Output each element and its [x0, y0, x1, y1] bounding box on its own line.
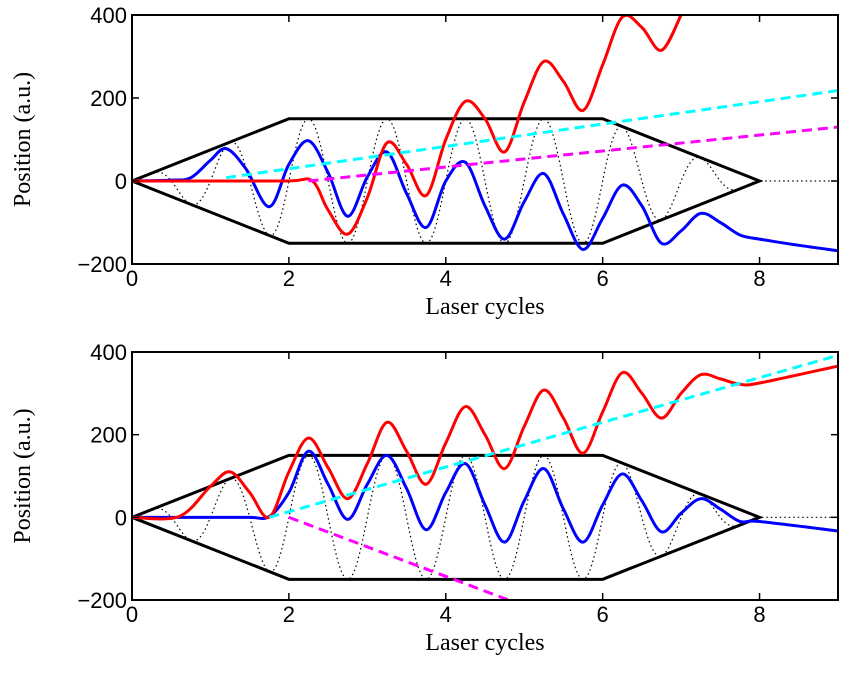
x-tick-label: 4 [440, 602, 452, 627]
x-axis-label: Laser cycles [425, 630, 544, 656]
y-axis-label: Position (a.u.) [10, 72, 36, 207]
series-2-line [268, 353, 838, 519]
pulse-envelope [132, 117, 764, 245]
series-2-line [225, 89, 838, 180]
series-0-line [132, 139, 838, 253]
x-tick-label: 8 [753, 602, 765, 627]
axes-frame [131, 14, 839, 265]
plot-area [132, 15, 838, 253]
series-3-line [288, 515, 510, 600]
y-tick-label: 0 [115, 505, 127, 530]
x-tick-label: 0 [126, 266, 138, 291]
y-tick-label: 400 [90, 3, 127, 28]
x-tick-label: 2 [283, 602, 295, 627]
x-tick-label: 8 [753, 266, 765, 291]
series-1-line [132, 364, 838, 521]
series-0-line [132, 449, 838, 544]
y-tick-label: −200 [77, 252, 127, 277]
field-oscillation-dotted-line [132, 454, 838, 580]
x-tick-label: 6 [597, 602, 609, 627]
y-tick-label: 200 [90, 423, 127, 448]
x-tick-label: 6 [597, 266, 609, 291]
y-tick-label: −200 [77, 588, 127, 613]
pulse-envelope [132, 453, 764, 581]
x-tick-label: 4 [440, 266, 452, 291]
x-tick-label: 0 [126, 602, 138, 627]
x-axis-label: Laser cycles [425, 294, 544, 320]
y-axis-label: Position (a.u.) [10, 408, 36, 543]
x-tick-label: 2 [283, 266, 295, 291]
series-1-line [132, 15, 683, 236]
axes-frame [131, 351, 839, 601]
y-tick-label: 0 [115, 169, 127, 194]
y-tick-label: 200 [90, 86, 127, 111]
y-tick-label: 400 [90, 340, 127, 365]
plot-area [132, 353, 838, 600]
series-3-line [308, 125, 838, 183]
